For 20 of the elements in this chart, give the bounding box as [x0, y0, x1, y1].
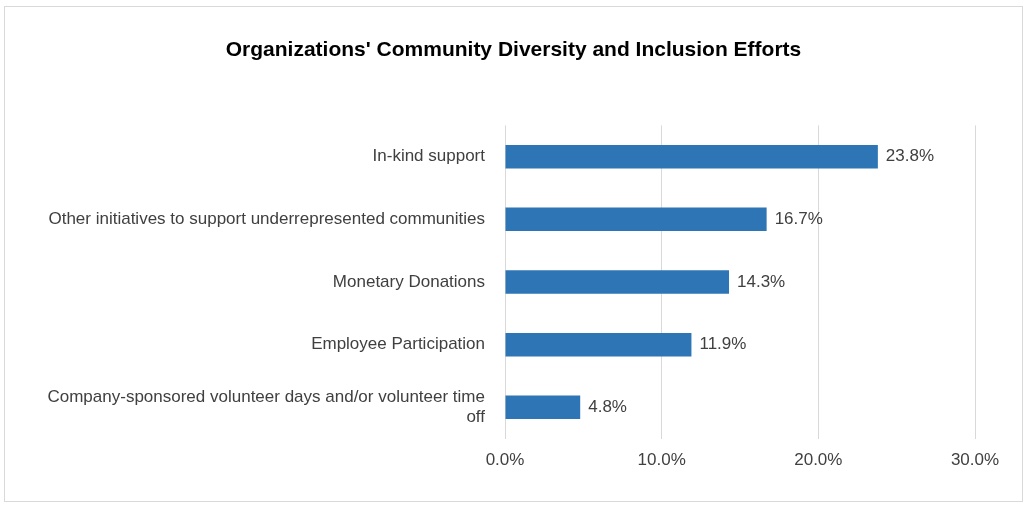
x-tick-label: 30.0% — [950, 450, 1000, 470]
chart-title: Organizations' Community Diversity and Inclusion Efforts — [224, 37, 803, 61]
data-label: 23.8% — [885, 146, 935, 166]
y-tick-label: Employee Participation — [311, 334, 485, 354]
bar — [505, 332, 692, 357]
x-tick-label: 20.0% — [794, 450, 843, 470]
bar — [505, 270, 730, 294]
data-label: 4.8% — [588, 396, 627, 416]
y-tick-label: Monetary Donations — [332, 271, 485, 291]
bar — [505, 395, 581, 420]
x-tick-label: 0.0% — [485, 450, 525, 470]
x-tick-label: 10.0% — [637, 450, 686, 470]
data-label: 16.7% — [774, 209, 823, 229]
data-label: 11.9% — [699, 334, 747, 354]
y-tick-label: In-kind support — [372, 146, 486, 166]
y-tick-label: Company-sponsored volunteer days and/or volunteer time off — [47, 386, 486, 427]
y-tick-label: Other initiatives to support underrepresented communities — [48, 209, 485, 229]
bar — [505, 207, 767, 232]
data-label: 14.3% — [737, 271, 786, 291]
bar — [505, 144, 878, 169]
